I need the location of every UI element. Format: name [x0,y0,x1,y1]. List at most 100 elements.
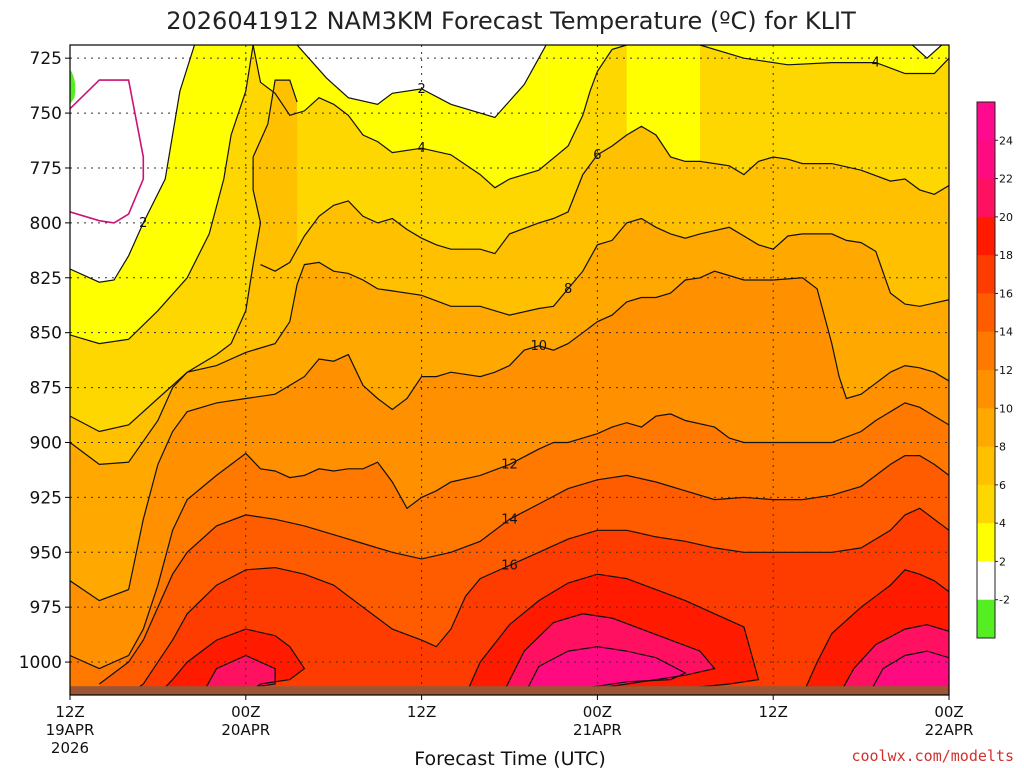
colorbar-tick--2: -2 [999,594,1010,607]
x-tick-0-line3: 2026 [51,739,89,757]
site-credit: coolwx.com/modelts [851,747,1014,765]
colorbar-tick-20: 20 [999,211,1013,224]
contour-label-14-12: 14 [501,512,518,527]
contour-6-8 [260,125,949,272]
contour-8-9 [70,217,949,466]
colorbar-tick-14: 14 [999,326,1013,339]
contour-label-2-2: 2 [417,82,425,97]
ground-fill [70,686,949,695]
colorbar-swatch-10 [977,484,995,524]
colorbar-swatch-3 [977,216,995,256]
contour-12-11 [70,402,949,670]
colorbar-swatch-5 [977,293,995,333]
x-tick-60-line2: 22APR [925,721,974,739]
plot-area [70,45,949,695]
contour-20-19 [838,624,949,695]
chart-title: 2026041912 NAM3KM Forecast Temperature (… [166,7,856,35]
contour-2-2 [296,45,547,119]
contour-4-4 [70,45,254,345]
y-tick-775: 775 [30,159,62,179]
contour-6-7 [70,79,298,433]
y-tick-950: 950 [30,543,62,563]
contour-2-1 [70,45,196,283]
colorbar-swatch-11 [977,523,995,562]
cold-pocket [70,80,144,223]
x-tick-36-line1: 00Z [583,703,612,721]
contour-22-21 [867,650,949,695]
x-tick-0-line1: 12Z [55,703,84,721]
contour-16-13 [128,507,949,695]
colorbar-swatch-12 [977,561,995,601]
contour-labels: 2 2 4 4 6 8 10 12 14 16 [139,56,880,574]
x-axis-label: Forecast Time (UTC) [414,748,605,768]
colorbar-swatch-13 [977,599,995,639]
colorbar-tick-2: 2 [999,555,1006,568]
contour-18-15 [465,573,760,695]
core-20-0 [201,655,276,695]
y-tick-800: 800 [30,214,62,234]
colorbar-tick-6: 6 [999,479,1006,492]
y-tick-825: 825 [30,269,62,289]
x-tick-12-line1: 00Z [231,703,260,721]
colorbar-tick-12: 12 [999,364,1013,377]
contour-label-4-6: 4 [872,56,880,71]
contour-20-18 [501,613,716,695]
y-axis-ticks: 725 750 775 800 825 850 875 900 925 950 975 1000 [19,49,70,673]
core-22-1 [868,651,949,695]
contour-label-12-11: 12 [501,457,518,472]
y-tick-725: 725 [30,49,62,69]
y-tick-975: 975 [30,598,62,618]
colorbar-tick-22: 22 [999,173,1013,186]
x-tick-12-line2: 20APR [221,721,270,739]
contour-10-10 [70,270,949,602]
colorbar-tick-16: 16 [999,287,1013,300]
colorbar-swatch-9 [977,446,995,486]
y-tick-875: 875 [30,379,62,399]
contour-label-6-8: 6 [593,148,601,163]
colorbar-swatch-7 [977,370,995,409]
contour-label-4-5: 4 [417,141,425,156]
core-22-0 [524,646,686,695]
x-tick-48-line1: 12Z [759,703,788,721]
colorbar-tick-18: 18 [999,249,1013,262]
contour-4-6 [699,45,949,75]
plot-frame [69,44,950,696]
y-tick-1000: 1000 [19,653,62,673]
ground-layer [70,686,949,695]
colorbar-swatch-0 [977,102,995,141]
colorbar-tick-8: 8 [999,441,1006,454]
y-tick-750: 750 [30,104,62,124]
colorbar-swatch-8 [977,408,995,448]
y-tick-925: 925 [30,488,62,508]
contour-14-12 [98,455,949,685]
temperature-fill-bands [70,45,949,695]
contour-18-16 [801,569,949,695]
x-tick-0-line2: 19APR [46,721,95,739]
contour-22-20 [523,646,687,695]
colorbar-tick-4: 4 [999,517,1006,530]
contour-label-8-9: 8 [564,282,572,297]
contour-18-14 [157,628,306,695]
green-patch [70,69,76,105]
colorbar-swatch-4 [977,255,995,294]
contour-2-3 [911,45,943,60]
contour-label-10-10: 10 [531,339,548,354]
contour-0-0 [70,79,145,224]
x-tick-60-line1: 00Z [934,703,963,721]
x-tick-24-line1: 12Z [407,703,436,721]
colorbar-swatch-1 [977,140,995,180]
colorbar-tick-10: 10 [999,402,1013,415]
colorbar-swatch-2 [977,178,995,218]
contour-4-5 [252,45,627,189]
y-tick-900: 900 [30,433,62,453]
x-tick-36-line2: 21APR [573,721,622,739]
y-tick-850: 850 [30,324,62,344]
contour-label-16-13: 16 [501,558,518,573]
colorbar-tick-24: 24 [999,134,1013,147]
contour-label-2-1: 2 [139,216,147,231]
colorbar-swatch-6 [977,331,995,371]
contour-lines [70,45,949,695]
